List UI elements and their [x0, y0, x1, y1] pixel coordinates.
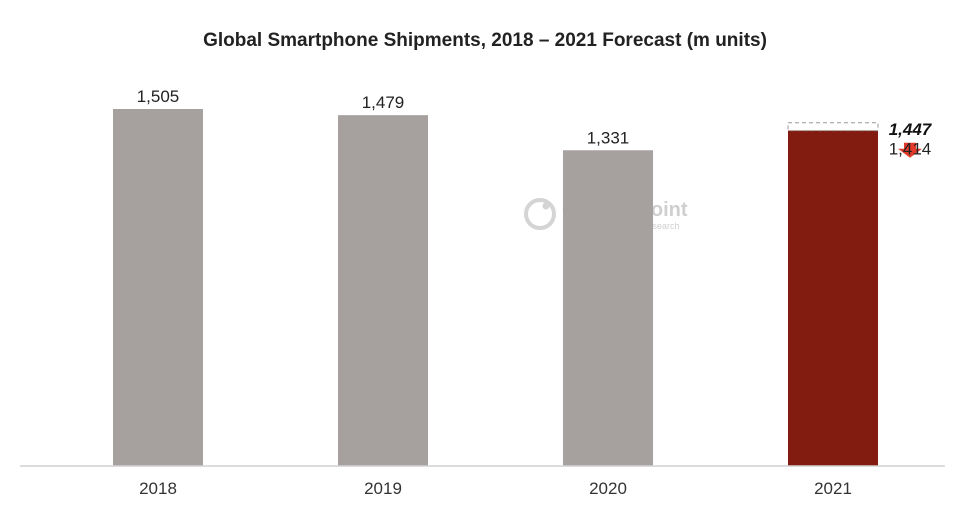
x-tick-label: 2019: [364, 479, 402, 498]
data-label-2021: 1,414: [889, 140, 932, 159]
previous-forecast-bar-outline: [787, 122, 879, 132]
x-tick-label: 2021: [814, 479, 852, 498]
x-tick-label: 2018: [139, 479, 177, 498]
data-label-2019: 1,479: [362, 93, 405, 112]
bar-2018: [113, 109, 203, 466]
bar-2020: [563, 150, 653, 466]
chart-title: Global Smartphone Shipments, 2018 – 2021…: [203, 30, 767, 51]
bar-2019: [338, 115, 428, 466]
data-label-2020: 1,331: [587, 128, 630, 147]
bar-2021: [788, 130, 878, 466]
x-tick-label: 2020: [589, 479, 627, 498]
counterpoint-logo-icon: [524, 198, 556, 230]
down-arrow-icon: [898, 142, 922, 158]
previous-forecast-label: 1,447: [889, 120, 933, 139]
data-label-2018: 1,505: [137, 87, 180, 106]
